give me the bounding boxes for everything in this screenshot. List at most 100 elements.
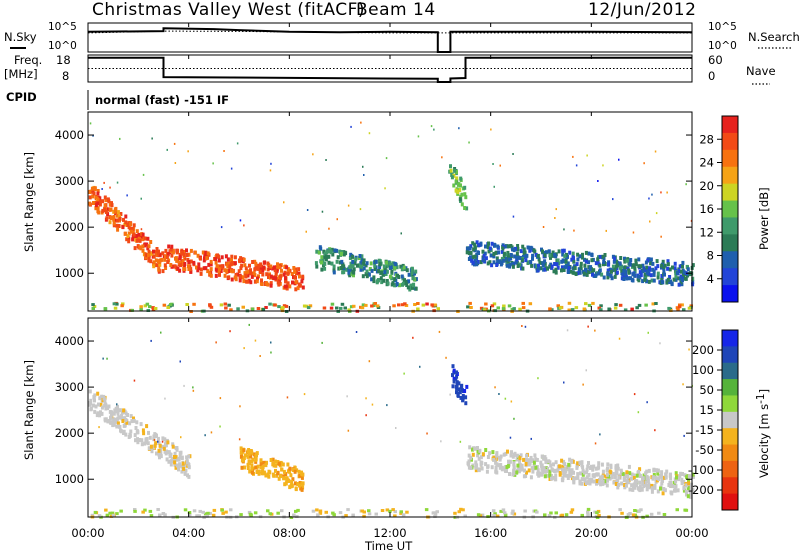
range-gate-cell (681, 278, 684, 283)
range-gate-cell (269, 274, 273, 279)
range-gate-cell (537, 263, 540, 268)
range-gate-cell (116, 210, 120, 215)
range-gate-cell (469, 455, 473, 460)
range-gate-cell (157, 441, 161, 445)
range-gate-cell (619, 468, 623, 473)
range-gate-cell (91, 303, 95, 307)
range-gate-cell (586, 507, 591, 511)
range-gate-cell (220, 226, 223, 229)
range-gate-cell (554, 217, 556, 219)
range-gate-cell (109, 207, 113, 212)
range-gate-cell (242, 279, 246, 284)
range-gate-cell (301, 285, 305, 290)
range-gate-cell (139, 308, 143, 311)
range-gate-cell (157, 267, 161, 272)
range-gate-cell (209, 267, 213, 272)
colorbar-tick-label: 200 (692, 343, 714, 357)
range-gate-cell (501, 307, 506, 311)
range-gate-cell (553, 262, 557, 266)
range-gate-cell (127, 239, 131, 244)
range-gate-cell (683, 473, 687, 478)
range-gate-cell (274, 463, 278, 468)
range-gate-cell (115, 213, 119, 218)
range-gate-cell (189, 248, 193, 253)
range-gate-cell (597, 306, 601, 310)
range-gate-cell (478, 448, 482, 453)
range-gate-cell (137, 232, 141, 237)
range-gate-cell (106, 197, 110, 202)
range-gate-cell (230, 254, 234, 259)
range-gate-cell (239, 446, 243, 451)
range-gate-cell (492, 455, 496, 460)
range-gate-cell (456, 393, 460, 398)
range-gate-cell (266, 472, 270, 477)
range-gate-cell (288, 469, 292, 474)
range-gate-cell (610, 269, 613, 274)
range-gate-cell (591, 301, 595, 305)
range-gate-cell (174, 162, 177, 164)
range-gate-cell (645, 514, 649, 518)
range-gate-cell (298, 483, 301, 488)
range-gate-cell (206, 269, 210, 274)
range-gate-cell (184, 468, 188, 473)
colorbar-segment (722, 268, 738, 286)
range-gate-cell (616, 485, 620, 490)
range-gate-cell (682, 488, 686, 493)
range-gate-cell (400, 232, 402, 235)
range-gate-cell (282, 469, 286, 474)
range-gate-cell (143, 236, 147, 241)
range-gate-cell (660, 481, 664, 486)
range-gate-cell (511, 247, 514, 252)
range-gate-cell (656, 275, 660, 280)
range-gate-cell (570, 308, 575, 312)
colorbar-segment (722, 477, 738, 495)
range-gate-cell (492, 252, 496, 256)
range-gate-cell (173, 460, 177, 465)
colorbar-tick-label: 16 (699, 202, 714, 216)
range-gate-cell (261, 465, 265, 469)
range-gate-cell (103, 307, 108, 311)
range-gate-cell (286, 462, 290, 467)
range-gate-cell (227, 303, 231, 307)
range-gate-cell (473, 254, 477, 259)
range-gate-cell (631, 513, 636, 517)
range-gate-cell (618, 508, 622, 512)
range-gate-cell (463, 206, 467, 210)
range-gate-cell (294, 287, 298, 292)
range-gate-cell (625, 258, 629, 263)
range-gate-cell (272, 276, 276, 281)
range-gate-cell (181, 251, 185, 256)
range-gate-cell (501, 258, 505, 263)
range-gate-cell (281, 462, 285, 467)
range-gate-cell (484, 462, 488, 467)
range-gate-cell (543, 513, 547, 517)
range-gate-cell (237, 269, 241, 274)
range-gate-cell (208, 271, 212, 276)
range-gate-cell (349, 261, 353, 266)
range-gate-cell (560, 268, 563, 273)
colorbar-segment (722, 183, 738, 202)
range-gate-cell (101, 208, 105, 213)
range-gate-cell (504, 468, 507, 473)
range-gate-cell (562, 248, 566, 253)
range-gate-cell (512, 512, 517, 516)
range-gate-cell (457, 381, 461, 386)
range-gate-cell (662, 265, 666, 269)
range-gate-cell (90, 186, 94, 191)
range-gate-cell (593, 510, 597, 514)
range-gate-cell (270, 351, 272, 354)
nsearch-label: N.Search (748, 30, 800, 44)
range-gate-cell (268, 470, 272, 475)
range-gate-cell (392, 304, 396, 308)
range-gate-cell (187, 454, 191, 459)
range-gate-cell (544, 457, 548, 462)
range-gate-cell (132, 418, 136, 423)
colorbar-frame (721, 329, 739, 511)
range-gate-cell (352, 304, 356, 308)
range-gate-cell (578, 479, 582, 484)
range-gate-cell (261, 272, 265, 277)
range-gate-cell (302, 304, 307, 308)
range-gate-cell (397, 303, 401, 307)
range-gate-cell (260, 264, 263, 269)
